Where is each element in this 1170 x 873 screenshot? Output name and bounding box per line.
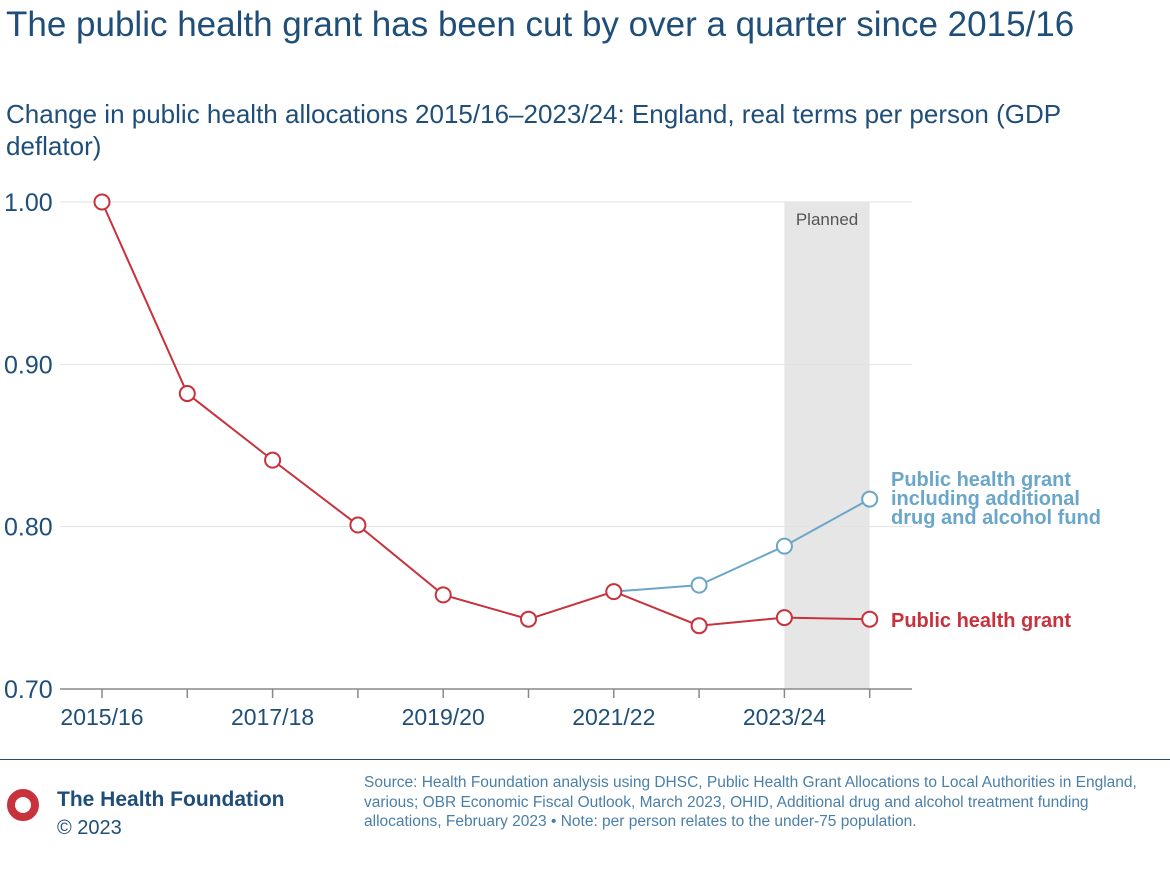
data-point-series-0 bbox=[861, 610, 879, 628]
health-foundation-logo-icon bbox=[7, 789, 39, 821]
planned-region bbox=[784, 202, 870, 689]
data-point-series-0 bbox=[605, 583, 623, 601]
x-tick-label: 2015/16 bbox=[60, 704, 143, 730]
chart-subtitle: Change in public health allocations 2015… bbox=[6, 99, 1061, 161]
organization-name: The Health Foundation bbox=[57, 788, 285, 811]
series-label-public-health-grant: Public health grant bbox=[891, 610, 1071, 632]
series-line-0 bbox=[101, 201, 870, 627]
data-point-series-1 bbox=[861, 490, 879, 508]
series-label-line-including-fund: Public health grant bbox=[891, 469, 1071, 491]
data-point-series-0 bbox=[93, 193, 111, 211]
x-tick-label: 2021/22 bbox=[572, 704, 655, 730]
data-point-series-0 bbox=[349, 516, 367, 534]
x-tick-label: 2017/18 bbox=[231, 704, 314, 730]
data-point-series-0 bbox=[178, 385, 196, 403]
y-tick-label: 0.70 bbox=[4, 676, 53, 704]
x-tick-label: 2019/20 bbox=[402, 704, 485, 730]
copyright-notice: © 2023 bbox=[57, 817, 122, 839]
data-point-series-0 bbox=[690, 617, 708, 635]
data-point-series-1 bbox=[690, 576, 708, 594]
source-note: Source: Health Foundation analysis using… bbox=[364, 774, 1137, 830]
series-label-line-including-fund: including additional bbox=[891, 488, 1080, 510]
planned-region-label: Planned bbox=[796, 210, 858, 229]
chart-title: The public health grant has been cut by … bbox=[6, 5, 1075, 44]
series-line-1 bbox=[613, 498, 871, 593]
x-tick-label: 2023/24 bbox=[743, 704, 826, 730]
line-chart: Planned 1.00 0.90 0.80 0.70 2015/16 2017/18 201… bbox=[4, 189, 1101, 730]
data-point-series-0 bbox=[775, 609, 793, 627]
data-point-series-0 bbox=[264, 451, 282, 469]
series-label-line-including-fund: drug and alcohol fund bbox=[891, 507, 1101, 529]
data-point-series-0 bbox=[434, 586, 452, 604]
footer-divider bbox=[0, 759, 1170, 760]
y-tick-label: 1.00 bbox=[4, 189, 53, 217]
data-point-series-0 bbox=[520, 610, 537, 628]
y-tick-label: 0.90 bbox=[4, 351, 53, 379]
y-tick-label: 0.80 bbox=[4, 514, 53, 542]
data-point-series-1 bbox=[775, 537, 793, 555]
